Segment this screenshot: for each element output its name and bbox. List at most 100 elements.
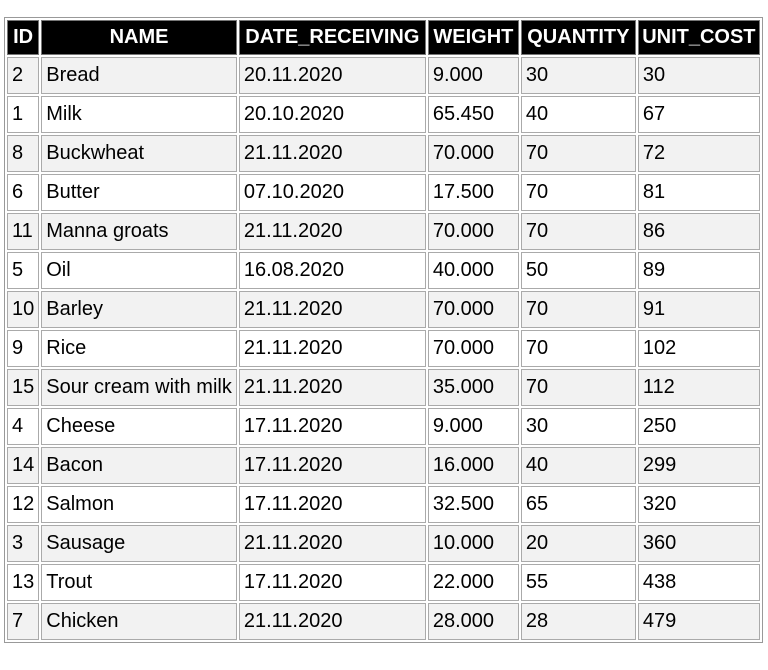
cell-name: Cheese (41, 408, 237, 445)
cell-quantity: 70 (520, 330, 636, 367)
table-row: 13 Trout 17.11.2020 22.000 55 438 (7, 564, 760, 601)
cell-weight: 9.000 (427, 57, 519, 94)
cell-weight: 70.000 (427, 213, 519, 250)
cell-name: Sausage (41, 525, 237, 562)
products-table: ID NAME DATE_RECEIVING WEIGHT QUANTITY U… (4, 17, 763, 643)
table-row: 9 Rice 21.11.2020 70.000 70 102 (7, 330, 760, 367)
cell-name: Oil (41, 252, 237, 289)
cell-quantity: 70 (520, 135, 636, 172)
column-header-name: NAME (41, 20, 237, 55)
cell-unit-cost: 479 (637, 603, 760, 640)
cell-date-receiving: 07.10.2020 (238, 174, 426, 211)
cell-unit-cost: 72 (637, 135, 760, 172)
cell-name: Trout (41, 564, 237, 601)
cell-date-receiving: 17.11.2020 (238, 447, 426, 484)
cell-name: Sour cream with milk (41, 369, 237, 406)
cell-quantity: 70 (520, 291, 636, 328)
cell-name: Butter (41, 174, 237, 211)
cell-id: 8 (7, 135, 40, 172)
cell-weight: 65.450 (427, 96, 519, 133)
cell-id: 5 (7, 252, 40, 289)
cell-name: Barley (41, 291, 237, 328)
column-header-quantity: QUANTITY (520, 20, 636, 55)
cell-quantity: 28 (520, 603, 636, 640)
cell-name: Chicken (41, 603, 237, 640)
cell-id: 15 (7, 369, 40, 406)
cell-quantity: 40 (520, 447, 636, 484)
cell-weight: 70.000 (427, 330, 519, 367)
cell-weight: 9.000 (427, 408, 519, 445)
cell-id: 11 (7, 213, 40, 250)
cell-unit-cost: 360 (637, 525, 760, 562)
column-header-id: ID (7, 20, 40, 55)
cell-name: Buckwheat (41, 135, 237, 172)
cell-quantity: 40 (520, 96, 636, 133)
cell-id: 4 (7, 408, 40, 445)
column-header-unit-cost: UNIT_COST (637, 20, 760, 55)
cell-id: 9 (7, 330, 40, 367)
table-row: 15 Sour cream with milk 21.11.2020 35.00… (7, 369, 760, 406)
cell-quantity: 65 (520, 486, 636, 523)
table-row: 2 Bread 20.11.2020 9.000 30 30 (7, 57, 760, 94)
cell-unit-cost: 67 (637, 96, 760, 133)
cell-name: Rice (41, 330, 237, 367)
cell-unit-cost: 112 (637, 369, 760, 406)
cell-id: 1 (7, 96, 40, 133)
cell-quantity: 70 (520, 213, 636, 250)
cell-quantity: 50 (520, 252, 636, 289)
cell-id: 10 (7, 291, 40, 328)
cell-unit-cost: 250 (637, 408, 760, 445)
cell-weight: 17.500 (427, 174, 519, 211)
cell-unit-cost: 438 (637, 564, 760, 601)
cell-weight: 22.000 (427, 564, 519, 601)
cell-weight: 70.000 (427, 135, 519, 172)
cell-date-receiving: 21.11.2020 (238, 213, 426, 250)
table-row: 5 Oil 16.08.2020 40.000 50 89 (7, 252, 760, 289)
table-row: 8 Buckwheat 21.11.2020 70.000 70 72 (7, 135, 760, 172)
cell-date-receiving: 17.11.2020 (238, 408, 426, 445)
cell-quantity: 20 (520, 525, 636, 562)
header-row: ID NAME DATE_RECEIVING WEIGHT QUANTITY U… (7, 20, 760, 55)
cell-weight: 10.000 (427, 525, 519, 562)
cell-weight: 70.000 (427, 291, 519, 328)
cell-unit-cost: 91 (637, 291, 760, 328)
cell-date-receiving: 21.11.2020 (238, 369, 426, 406)
cell-unit-cost: 102 (637, 330, 760, 367)
cell-date-receiving: 21.11.2020 (238, 291, 426, 328)
cell-unit-cost: 86 (637, 213, 760, 250)
cell-weight: 28.000 (427, 603, 519, 640)
cell-date-receiving: 21.11.2020 (238, 330, 426, 367)
table-row: 7 Chicken 21.11.2020 28.000 28 479 (7, 603, 760, 640)
table-row: 10 Barley 21.11.2020 70.000 70 91 (7, 291, 760, 328)
cell-date-receiving: 17.11.2020 (238, 564, 426, 601)
column-header-date-receiving: DATE_RECEIVING (238, 20, 426, 55)
cell-name: Bacon (41, 447, 237, 484)
table-row: 3 Sausage 21.11.2020 10.000 20 360 (7, 525, 760, 562)
cell-unit-cost: 30 (637, 57, 760, 94)
cell-date-receiving: 21.11.2020 (238, 135, 426, 172)
table-row: 4 Cheese 17.11.2020 9.000 30 250 (7, 408, 760, 445)
cell-weight: 32.500 (427, 486, 519, 523)
cell-quantity: 30 (520, 408, 636, 445)
cell-date-receiving: 20.10.2020 (238, 96, 426, 133)
cell-unit-cost: 81 (637, 174, 760, 211)
cell-id: 3 (7, 525, 40, 562)
cell-date-receiving: 21.11.2020 (238, 525, 426, 562)
cell-id: 7 (7, 603, 40, 640)
cell-id: 2 (7, 57, 40, 94)
table-row: 11 Manna groats 21.11.2020 70.000 70 86 (7, 213, 760, 250)
cell-id: 6 (7, 174, 40, 211)
cell-weight: 16.000 (427, 447, 519, 484)
cell-name: Bread (41, 57, 237, 94)
cell-date-receiving: 17.11.2020 (238, 486, 426, 523)
table-row: 12 Salmon 17.11.2020 32.500 65 320 (7, 486, 760, 523)
cell-date-receiving: 21.11.2020 (238, 603, 426, 640)
cell-name: Milk (41, 96, 237, 133)
table-row: 14 Bacon 17.11.2020 16.000 40 299 (7, 447, 760, 484)
cell-weight: 40.000 (427, 252, 519, 289)
cell-unit-cost: 89 (637, 252, 760, 289)
cell-weight: 35.000 (427, 369, 519, 406)
cell-unit-cost: 299 (637, 447, 760, 484)
cell-quantity: 55 (520, 564, 636, 601)
table-row: 6 Butter 07.10.2020 17.500 70 81 (7, 174, 760, 211)
